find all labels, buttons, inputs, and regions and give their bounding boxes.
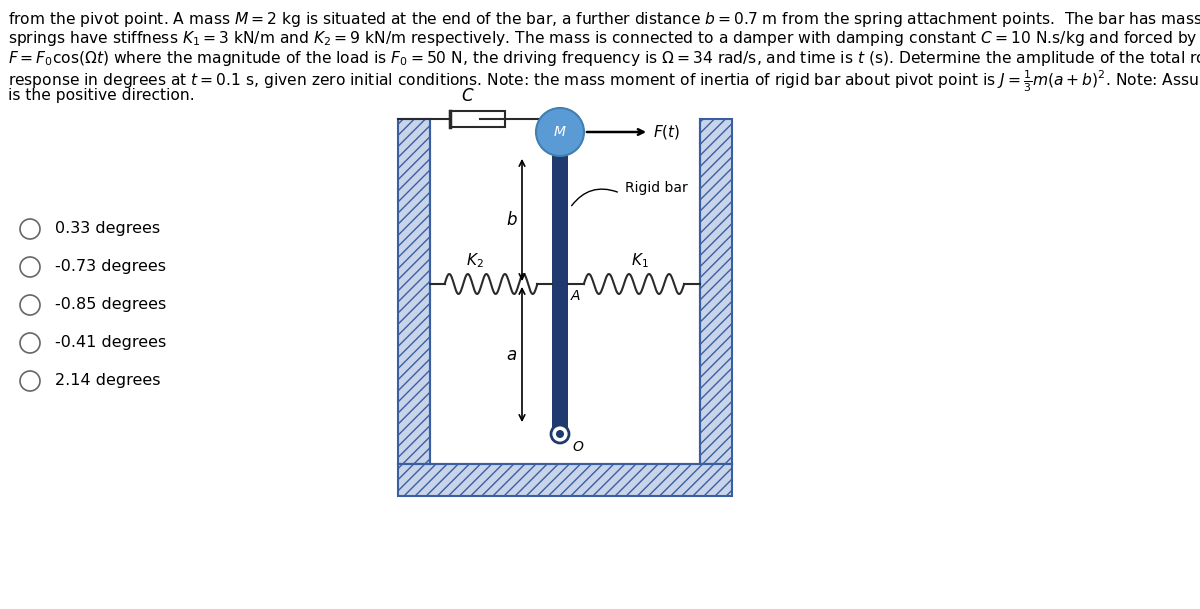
Circle shape [556, 430, 564, 438]
Text: -0.73 degrees: -0.73 degrees [55, 259, 166, 275]
Bar [398, 464, 732, 496]
Text: $M$: $M$ [553, 125, 566, 139]
Bar [398, 119, 430, 464]
Text: is the positive direction.: is the positive direction. [8, 88, 194, 103]
Text: -0.85 degrees: -0.85 degrees [55, 298, 167, 312]
Text: $K_2$: $K_2$ [466, 252, 484, 270]
Text: $C$: $C$ [461, 87, 474, 105]
Text: $F(t)$: $F(t)$ [653, 123, 680, 141]
Bar [552, 132, 568, 434]
Bar [398, 119, 430, 464]
Text: Rigid bar: Rigid bar [625, 181, 688, 195]
Text: $A$: $A$ [570, 289, 581, 303]
Text: 2.14 degrees: 2.14 degrees [55, 373, 161, 389]
Text: $F = F_0 \cos(\Omega t)$ where the magnitude of the load is $F_0 = 50$ N, the dr: $F = F_0 \cos(\Omega t)$ where the magni… [8, 49, 1200, 68]
Text: $K_1$: $K_1$ [631, 252, 649, 270]
Circle shape [551, 425, 569, 443]
Text: springs have stiffness $K_1 = 3$ kN/m and $K_2 = 9$ kN/m respectively. The mass : springs have stiffness $K_1 = 3$ kN/m an… [8, 29, 1200, 49]
Bar [398, 464, 732, 496]
Circle shape [20, 333, 40, 353]
Circle shape [20, 219, 40, 239]
Text: $b$: $b$ [506, 211, 518, 229]
Circle shape [536, 108, 584, 156]
Text: $O$: $O$ [572, 440, 584, 454]
Text: from the pivot point. A mass $M = 2$ kg is situated at the end of the bar, a fur: from the pivot point. A mass $M = 2$ kg … [8, 10, 1200, 29]
Text: -0.41 degrees: -0.41 degrees [55, 336, 167, 351]
Circle shape [20, 257, 40, 277]
Text: response in degrees at $t = 0.1$ s, given zero initial conditions. Note: the mas: response in degrees at $t = 0.1$ s, give… [8, 68, 1200, 94]
Text: $a$: $a$ [506, 345, 517, 364]
Text: 0.33 degrees: 0.33 degrees [55, 222, 160, 236]
Circle shape [20, 295, 40, 315]
Bar [450, 111, 505, 127]
Circle shape [20, 371, 40, 391]
Bar [700, 119, 732, 464]
Bar [700, 119, 732, 464]
